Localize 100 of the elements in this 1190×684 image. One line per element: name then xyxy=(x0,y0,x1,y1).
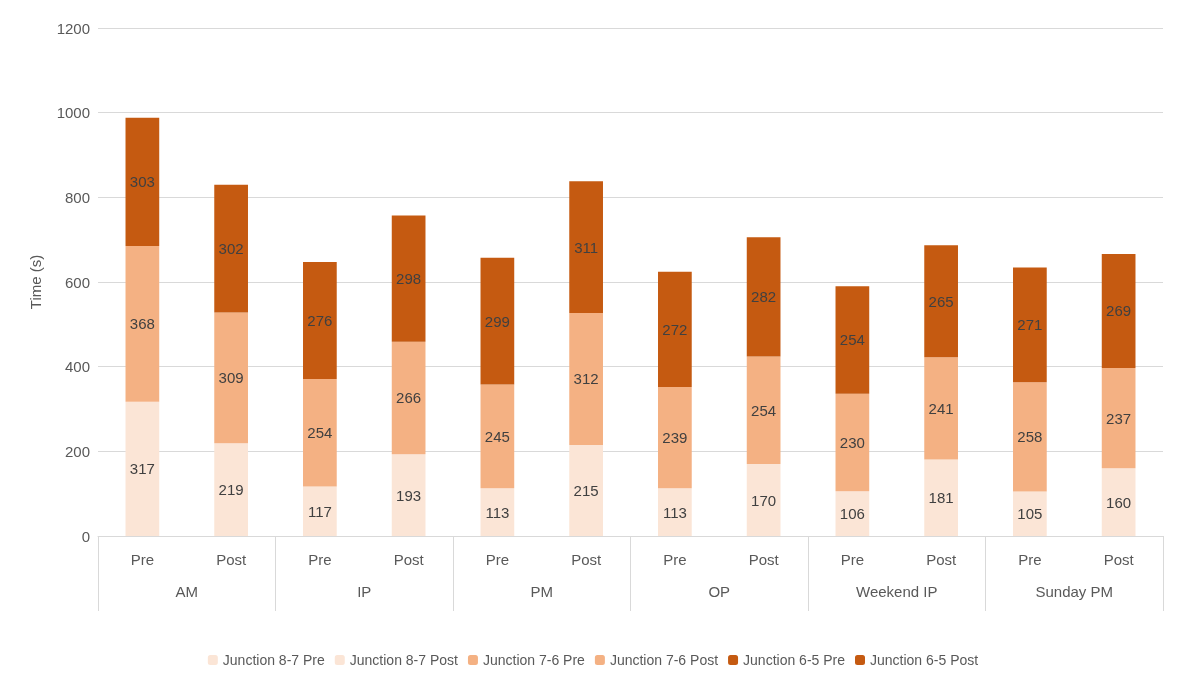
text: OP xyxy=(708,583,731,600)
bar xyxy=(658,271,692,387)
x-tick-label: Pre xyxy=(130,551,155,568)
bar xyxy=(391,341,426,455)
data-label: 298 xyxy=(396,270,422,288)
data-label: 303 xyxy=(129,173,155,191)
y-tick-label: 1200 xyxy=(56,19,90,37)
data-label: 117 xyxy=(307,502,332,520)
bar xyxy=(1101,468,1136,536)
x-tick-label: Pre xyxy=(663,551,687,568)
legend-label: Junction 7-6 Pre xyxy=(482,652,586,668)
data-label: 312 xyxy=(573,370,599,388)
x-tick-label: Post xyxy=(571,551,602,568)
bar xyxy=(746,237,781,357)
data-label: 368 xyxy=(129,315,155,333)
data-label: 317 xyxy=(129,460,155,478)
bar xyxy=(1013,267,1047,383)
bar xyxy=(480,257,515,385)
bar xyxy=(214,443,248,536)
data-label: 302 xyxy=(218,240,244,258)
legend-label: Junction 6-5 Post xyxy=(870,652,979,668)
x-tick-label: Pre xyxy=(840,551,865,568)
data-label: 215 xyxy=(573,481,599,499)
data-label: 266 xyxy=(396,389,422,407)
x-tick-label: Pre xyxy=(1018,551,1042,568)
data-label: 245 xyxy=(484,427,510,445)
bar xyxy=(303,486,337,536)
data-label: 271 xyxy=(1017,316,1043,334)
data-label: 241 xyxy=(928,399,954,417)
bar xyxy=(569,312,603,445)
bar xyxy=(746,356,781,465)
legend-label: Junction 8-7 Pre xyxy=(222,652,325,668)
data-label: 239 xyxy=(662,429,688,447)
x-tick-label: Post xyxy=(926,551,957,568)
data-label: 160 xyxy=(1106,493,1132,511)
bar xyxy=(303,378,337,487)
x-tick-label: Post xyxy=(1103,551,1135,568)
data-label: 269 xyxy=(1106,302,1132,320)
data-label: 170 xyxy=(751,491,777,509)
bar xyxy=(125,401,160,536)
bar xyxy=(924,459,958,536)
y-axis-title: Time (s) xyxy=(27,254,44,310)
legend-label: Junction 6-5 Pre xyxy=(743,652,846,668)
y-tick-label: 600 xyxy=(64,273,90,291)
bar xyxy=(303,262,337,379)
data-label: 193 xyxy=(396,486,422,504)
text: PM xyxy=(530,583,553,600)
data-label: 181 xyxy=(928,489,954,507)
data-label: 113 xyxy=(662,503,687,521)
data-label: 105 xyxy=(1017,505,1043,523)
text: AM xyxy=(175,583,198,600)
data-label: 237 xyxy=(1106,409,1132,427)
text: IP xyxy=(357,583,372,600)
y-tick-label: 200 xyxy=(64,442,90,460)
text: Sunday PM xyxy=(1035,583,1114,600)
data-label: 311 xyxy=(574,238,599,256)
bar xyxy=(391,215,426,342)
bar xyxy=(214,312,248,444)
data-label: 309 xyxy=(218,369,244,387)
bar xyxy=(125,117,160,247)
y-tick-label: 400 xyxy=(64,358,90,376)
bar xyxy=(924,357,958,460)
bar xyxy=(480,384,515,489)
data-label: 299 xyxy=(484,312,510,330)
x-tick-label: Pre xyxy=(308,551,332,568)
bar xyxy=(125,246,160,402)
x-tick-label: Post xyxy=(393,551,425,568)
bar xyxy=(569,444,603,536)
bar xyxy=(569,181,603,313)
bar xyxy=(391,454,426,536)
bar xyxy=(658,488,692,536)
data-label: 113 xyxy=(485,503,510,521)
bar xyxy=(1013,491,1047,536)
bar xyxy=(835,393,870,492)
bar xyxy=(924,245,958,358)
bar xyxy=(658,386,692,489)
bar xyxy=(214,184,248,313)
x-tick-label: Post xyxy=(748,551,780,568)
x-tick-label: Pre xyxy=(485,551,510,568)
data-label: 258 xyxy=(1017,428,1043,446)
data-label: 106 xyxy=(839,505,865,523)
data-label: 254 xyxy=(751,401,777,419)
bar xyxy=(480,488,515,536)
bar xyxy=(1101,254,1136,368)
x-tick-label: Post xyxy=(216,551,247,568)
bar xyxy=(835,286,870,394)
data-label: 265 xyxy=(928,292,954,310)
data-label: 272 xyxy=(662,320,688,338)
bar xyxy=(746,464,781,536)
y-tick-label: 1000 xyxy=(56,104,90,122)
legend-label: Junction 8-7 Post xyxy=(349,652,459,668)
data-label: 219 xyxy=(218,481,244,499)
data-label: 254 xyxy=(839,331,865,349)
bar xyxy=(1101,367,1136,469)
data-label: 230 xyxy=(839,433,865,451)
data-label: 254 xyxy=(307,424,333,442)
data-label: 282 xyxy=(751,288,777,306)
data-label: 276 xyxy=(307,312,333,330)
legend-label: Junction 7-6 Post xyxy=(609,652,719,668)
y-tick-label: 800 xyxy=(64,188,90,206)
